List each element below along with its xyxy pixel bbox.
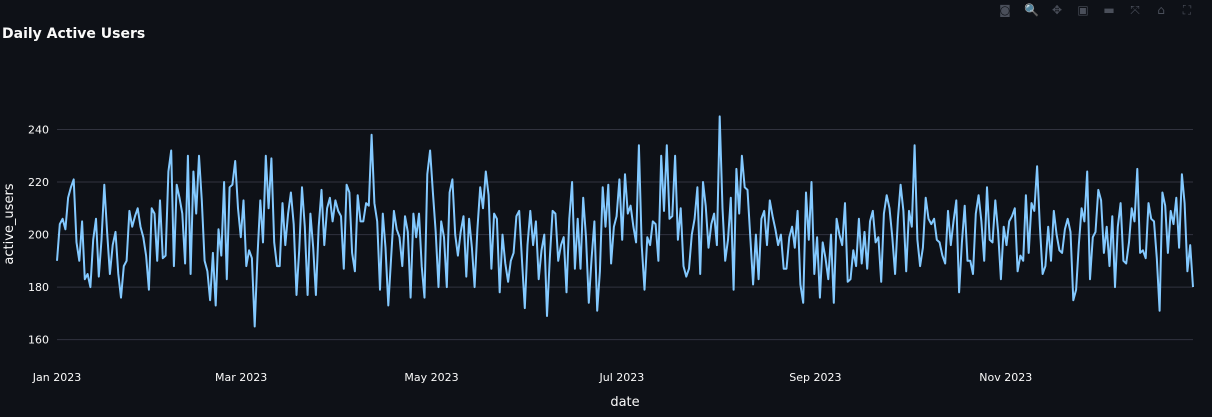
x-tick-label: Mar 2023	[215, 371, 267, 384]
x-tick-label: Nov 2023	[979, 371, 1032, 384]
fullscreen-icon[interactable]: ⛶	[1182, 3, 1192, 17]
series-line-active_users[interactable]	[56, 115, 1194, 328]
camera-icon[interactable]: ◙	[999, 3, 1011, 17]
y-tick-label: 160	[28, 334, 49, 347]
reset-axes-icon[interactable]: ⌂	[1157, 3, 1165, 17]
zoom-icon[interactable]: 🔍	[1024, 3, 1039, 17]
x-tick-label: Sep 2023	[789, 371, 841, 384]
y-tick-label: 220	[28, 176, 49, 189]
y-tick-label: 180	[28, 281, 49, 294]
x-tick-label: May 2023	[404, 371, 458, 384]
y-tick-label: 240	[28, 124, 49, 137]
x-tick-label: Jul 2023	[598, 371, 644, 384]
x-tick-label: Jan 2023	[32, 371, 81, 384]
zoom-out-icon[interactable]: ▬	[1103, 3, 1115, 17]
zoom-in-icon[interactable]: ▣	[1077, 3, 1089, 17]
y-tick-label: 200	[28, 229, 49, 242]
pan-icon[interactable]: ✥	[1051, 3, 1063, 17]
chart-title: Daily Active Users	[2, 26, 146, 42]
autoscale-icon[interactable]: ⤧	[1130, 3, 1140, 17]
x-axis-title: date	[610, 395, 639, 410]
y-axis-title: active_users	[2, 183, 17, 264]
plot-modebar: ◙ 🔍 ✥ ▣ ▬ ⤧ ⌂ ⛶	[998, 4, 1194, 16]
